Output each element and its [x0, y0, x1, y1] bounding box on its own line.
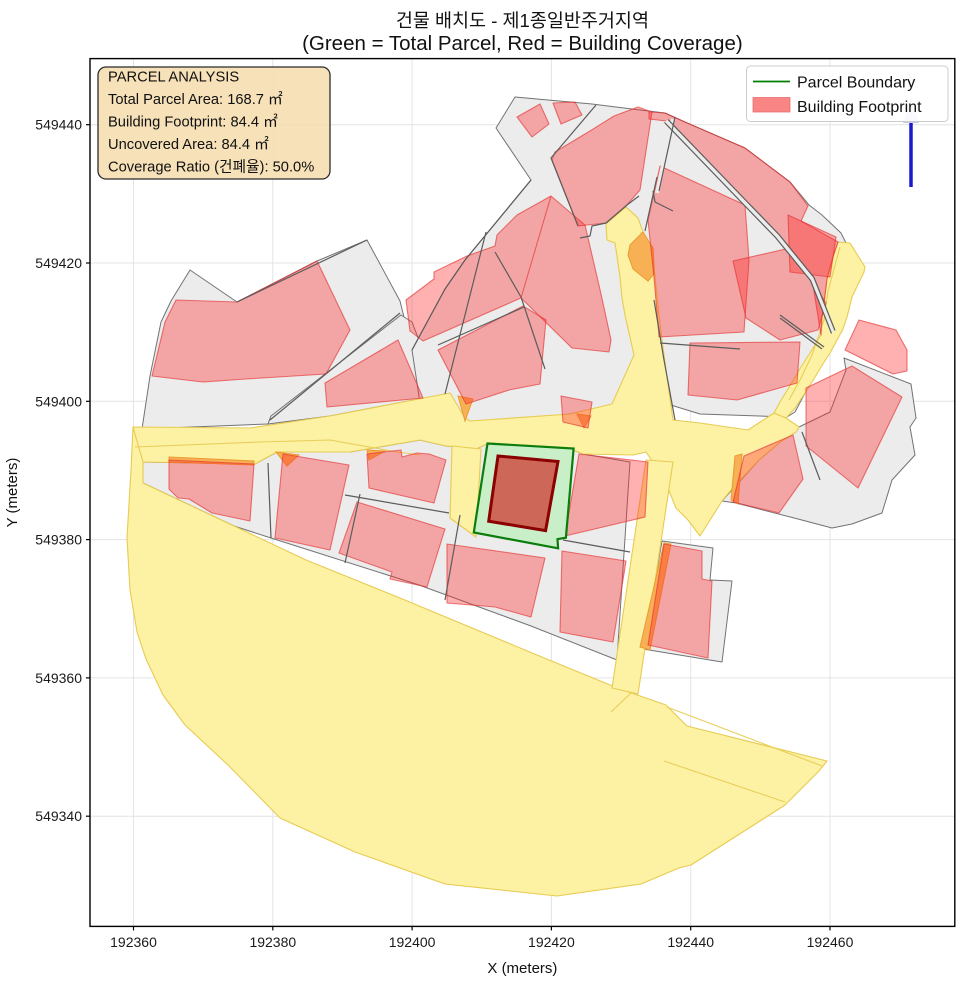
svg-text:Y (meters): Y (meters) [4, 458, 21, 528]
svg-text:549340: 549340 [35, 808, 82, 824]
svg-text:192380: 192380 [249, 934, 296, 950]
svg-text:Parcel Boundary: Parcel Boundary [797, 75, 915, 92]
svg-text:Uncovered Area: 84.4 ㎡: Uncovered Area: 84.4 ㎡ [108, 136, 269, 153]
svg-text:Building Footprint: 84.4 ㎡: Building Footprint: 84.4 ㎡ [108, 114, 278, 131]
svg-text:Total Parcel Area: 168.7 ㎡: Total Parcel Area: 168.7 ㎡ [108, 91, 283, 108]
svg-text:(Green = Total Parcel, Red = B: (Green = Total Parcel, Red = Building Co… [302, 32, 743, 55]
svg-text:192460: 192460 [807, 934, 854, 950]
svg-text:X (meters): X (meters) [487, 960, 557, 977]
svg-text:192440: 192440 [667, 934, 714, 950]
svg-text:549420: 549420 [35, 255, 82, 271]
svg-text:192420: 192420 [528, 934, 575, 950]
svg-text:Building Footprint: Building Footprint [797, 99, 922, 116]
svg-text:549440: 549440 [35, 117, 82, 133]
svg-text:192400: 192400 [389, 934, 436, 950]
svg-text:건물 배치도 - 제1종일반주거지역: 건물 배치도 - 제1종일반주거지역 [396, 10, 649, 31]
svg-text:549360: 549360 [35, 670, 82, 686]
svg-text:192360: 192360 [110, 934, 157, 950]
svg-text:549400: 549400 [35, 393, 82, 409]
svg-text:PARCEL ANALYSIS: PARCEL ANALYSIS [108, 70, 239, 86]
svg-text:549380: 549380 [35, 532, 82, 548]
svg-text:Coverage Ratio (건폐율): 50.0%: Coverage Ratio (건폐율): 50.0% [108, 159, 314, 176]
